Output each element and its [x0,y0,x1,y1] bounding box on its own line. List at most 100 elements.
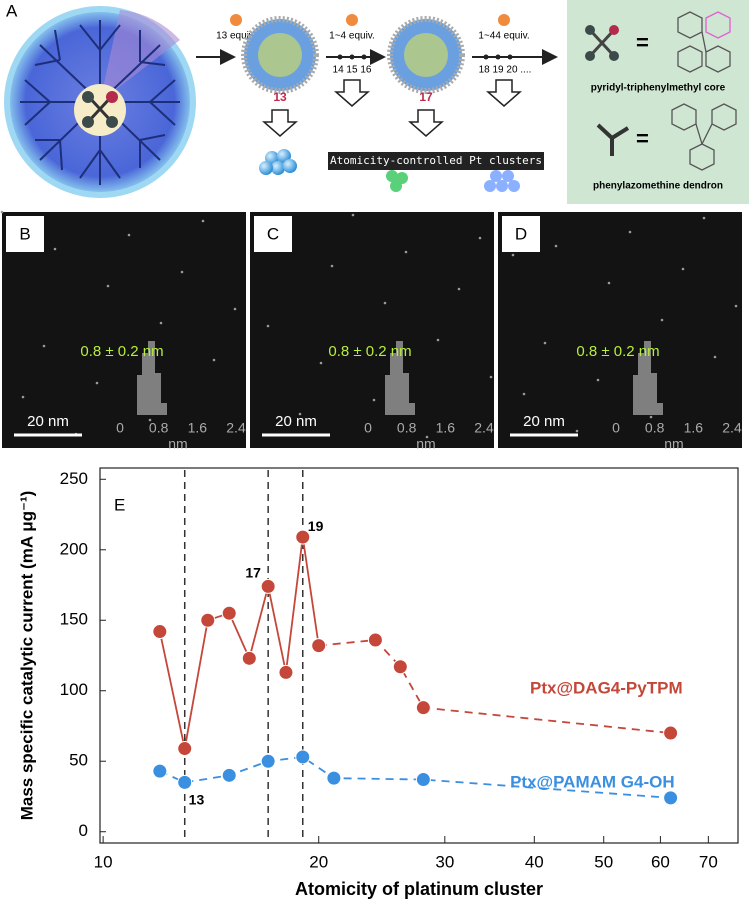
hist-tick-label: 0 [364,420,372,436]
hist-tick-label: 0 [116,420,124,436]
hist-tick-label: 1.6 [684,420,704,436]
plot-frame [99,467,739,844]
speck [21,395,25,399]
dendron-lines [20,20,180,185]
x-tick-label: 60 [651,852,670,871]
speck [266,324,270,328]
data-point [663,725,679,741]
annotation: 17 [245,564,261,580]
y-tick-label: 0 [79,821,88,840]
scale-bar-label: 20 nm [275,413,317,430]
speck [351,213,355,217]
label-box [502,216,540,252]
data-point [311,638,327,654]
hist-tick-label: 1.6 [188,420,208,436]
speck [42,344,46,348]
data-point [200,612,216,628]
speck [106,284,110,288]
x-tick-label: 20 [309,852,328,871]
legend-text: pyridyl-triphenylmethyl core [591,83,726,94]
speck [404,250,408,254]
speck [319,361,323,365]
speck [649,415,653,419]
hist-tick-label: 2.4 [226,420,246,436]
x-axis-label: Atomicity of platinum cluster [295,879,543,899]
data-point [663,790,679,806]
speck [575,429,579,433]
hist-unit: nm [664,436,683,452]
cluster-label: 13 [273,90,287,104]
arrow-label: 1~44 equiv. [478,31,529,42]
data-point [415,772,431,788]
speck [734,304,738,308]
data-point [152,763,168,779]
annotation: 13 [189,791,205,807]
hist-tick-label: 0 [612,420,620,436]
speck [127,233,131,237]
arrow-label: 1~4 equiv. [329,31,375,42]
panel-label: D [515,224,527,243]
label-box [254,216,292,252]
speck [522,392,526,396]
cluster-13 [259,149,297,175]
speck [660,318,664,322]
speck [628,230,632,234]
histogram-image [137,341,167,415]
speck [425,435,429,439]
dendron-structure [671,103,737,171]
hist-tick-label: 1.6 [436,420,456,436]
data-point [415,700,431,716]
cluster-label: 17 [419,90,433,104]
label-box [6,216,44,252]
speck [436,338,440,342]
hist-tick-label: 2.4 [722,420,742,436]
speck [233,307,237,311]
speck [212,358,216,362]
y-tick-label: 250 [60,469,88,488]
arrow-label: 13 equiv. [216,31,256,42]
speck [596,378,600,382]
core-structure [677,11,731,73]
sequence-label: 14 15 16 [333,65,372,76]
legend-box [567,0,749,204]
data-point [152,624,168,640]
speck [201,219,205,223]
data-point [278,664,294,680]
scale-bar-label: 20 nm [27,413,69,430]
speck [478,236,482,240]
banner [328,152,544,170]
equals: = [636,30,649,55]
speck [457,287,461,291]
cluster-19 [484,170,520,192]
scale-bar-label: 20 nm [523,413,565,430]
hist-tick-label: 2.4 [474,420,494,436]
data-point [295,749,311,765]
hist-tick-label: 0.8 [397,420,417,436]
speck [702,216,706,220]
speck [53,247,57,251]
data-point [177,774,193,790]
data-point [221,605,237,621]
dendron-symbol [596,123,630,156]
speck [543,341,547,345]
y-tick-label: 100 [60,680,88,699]
speck [372,398,376,402]
x-tick-label: 40 [525,852,544,871]
series-line [159,756,671,799]
x-tick-label: 50 [594,852,613,871]
down-arrow [262,109,298,137]
banner-text: Atomicity-controlled Pt clusters [330,154,542,167]
series-label: Ptx@PAMAM G4-OH [510,772,675,791]
speck [489,375,493,379]
data-point [367,632,383,648]
hist-tick-label: 0.8 [149,420,169,436]
x-tick-label: 10 [94,852,113,871]
data-point [392,659,408,675]
annotation: 19 [308,518,324,534]
core-symbol [588,28,616,58]
size-label: 0.8 ± 0.2 nm [328,343,411,360]
svg-text:=: = [636,126,649,151]
speck [159,321,163,325]
panel-label: C [267,224,279,243]
